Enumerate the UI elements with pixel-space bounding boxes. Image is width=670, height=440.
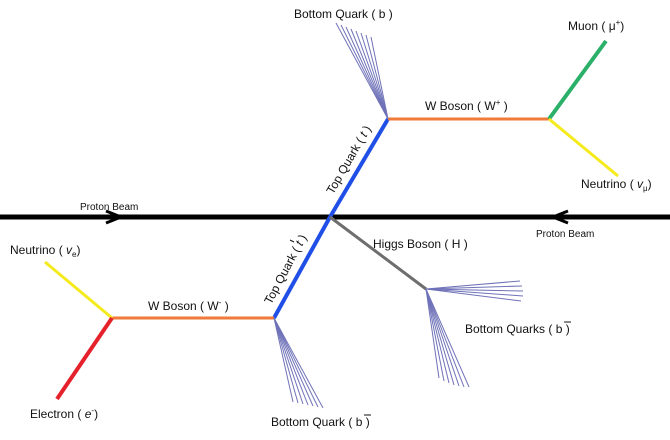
top-quark-upper-line (328, 117, 390, 219)
top-quark-upper-symbol: t (356, 129, 370, 139)
top-quark-lower-close: ) (295, 232, 309, 242)
w-plus-label-close: ) (500, 99, 507, 113)
higgs-bottom-quarks-jets (425, 280, 524, 388)
neutrino-mu-label-name: Neutrino ( (581, 177, 634, 191)
bottom-quark-bottom-label: Bottom Quark ( b ) (271, 415, 370, 429)
beam-arrow-right-icon (105, 209, 126, 225)
bottom-quark-bottom-jet (273, 317, 324, 409)
neutrino-e-label-close: ) (76, 243, 80, 257)
top-quark-lower-line (272, 216, 332, 319)
proton-beam-label-left: Proton Beam (80, 202, 138, 213)
top-quark-lower-symbol: t (292, 238, 306, 248)
electron-symbol: e (85, 407, 92, 421)
top-quark-lower-antiparticle-bar (289, 239, 295, 243)
proton-beam-label-right: Proton Beam (536, 229, 594, 240)
neutrino-mu-line (548, 117, 619, 178)
higgs-boson-label: Higgs Boson ( H ) (373, 237, 468, 251)
bottom-quark-top-label: Bottom Quark ( b ) (294, 7, 393, 21)
electron-charge: - (91, 406, 94, 415)
muon-charge: + (616, 18, 621, 27)
neutrino-e-label: Neutrino ( ve) (10, 243, 80, 259)
muon-symbol: μ (609, 19, 616, 33)
higgs-boson-line (329, 215, 427, 291)
electron-line (55, 316, 114, 401)
beam-arrow-left-icon (548, 209, 569, 225)
neutrino-mu-label: Neutrino ( vμ) (581, 177, 652, 193)
w-plus-label: W Boson ( W+ ) (425, 98, 508, 113)
neutrino-mu-sub: μ (643, 184, 648, 193)
muon-label: Muon ( μ+) (568, 18, 624, 33)
bottom-quarks-higgs-symbol: b (556, 322, 563, 336)
neutrino-mu-label-close: ) (648, 177, 652, 191)
bottom-quark-bottom-close: ) (366, 415, 370, 429)
w-plus-charge: + (496, 98, 501, 107)
bottom-quarks-higgs-name: Bottom Quarks ( (465, 322, 552, 336)
top-quark-upper-close: ) (360, 123, 374, 133)
bottom-quark-top-jet (335, 22, 389, 120)
muon-line (547, 39, 608, 121)
w-minus-label-close: ) (221, 299, 228, 313)
w-plus-label-name: W Boson ( W (425, 99, 496, 113)
neutrino-e-line (44, 260, 113, 320)
electron-label: Electron ( e-) (30, 406, 98, 421)
electron-label-name: Electron ( (30, 407, 81, 421)
w-minus-label: W Boson ( W- ) (148, 298, 229, 313)
bottom-quarks-higgs-close: ) (566, 322, 570, 336)
bottom-quark-bottom-symbol: b (356, 415, 363, 429)
bottom-quarks-higgs-label: Bottom Quarks ( b ) (465, 322, 570, 336)
neutrino-e-symbol: v (66, 243, 73, 257)
w-minus-charge: - (219, 298, 222, 307)
neutrino-mu-symbol: v (637, 177, 644, 191)
muon-label-close: ) (620, 19, 624, 33)
neutrino-e-label-name: Neutrino ( (10, 243, 63, 257)
muon-label-name: Muon ( (568, 19, 605, 33)
bottom-quark-bottom-name: Bottom Quark ( (271, 415, 352, 429)
neutrino-e-sub: e (72, 250, 77, 259)
w-minus-label-name: W Boson ( W (148, 299, 219, 313)
electron-label-close: ) (94, 407, 98, 421)
